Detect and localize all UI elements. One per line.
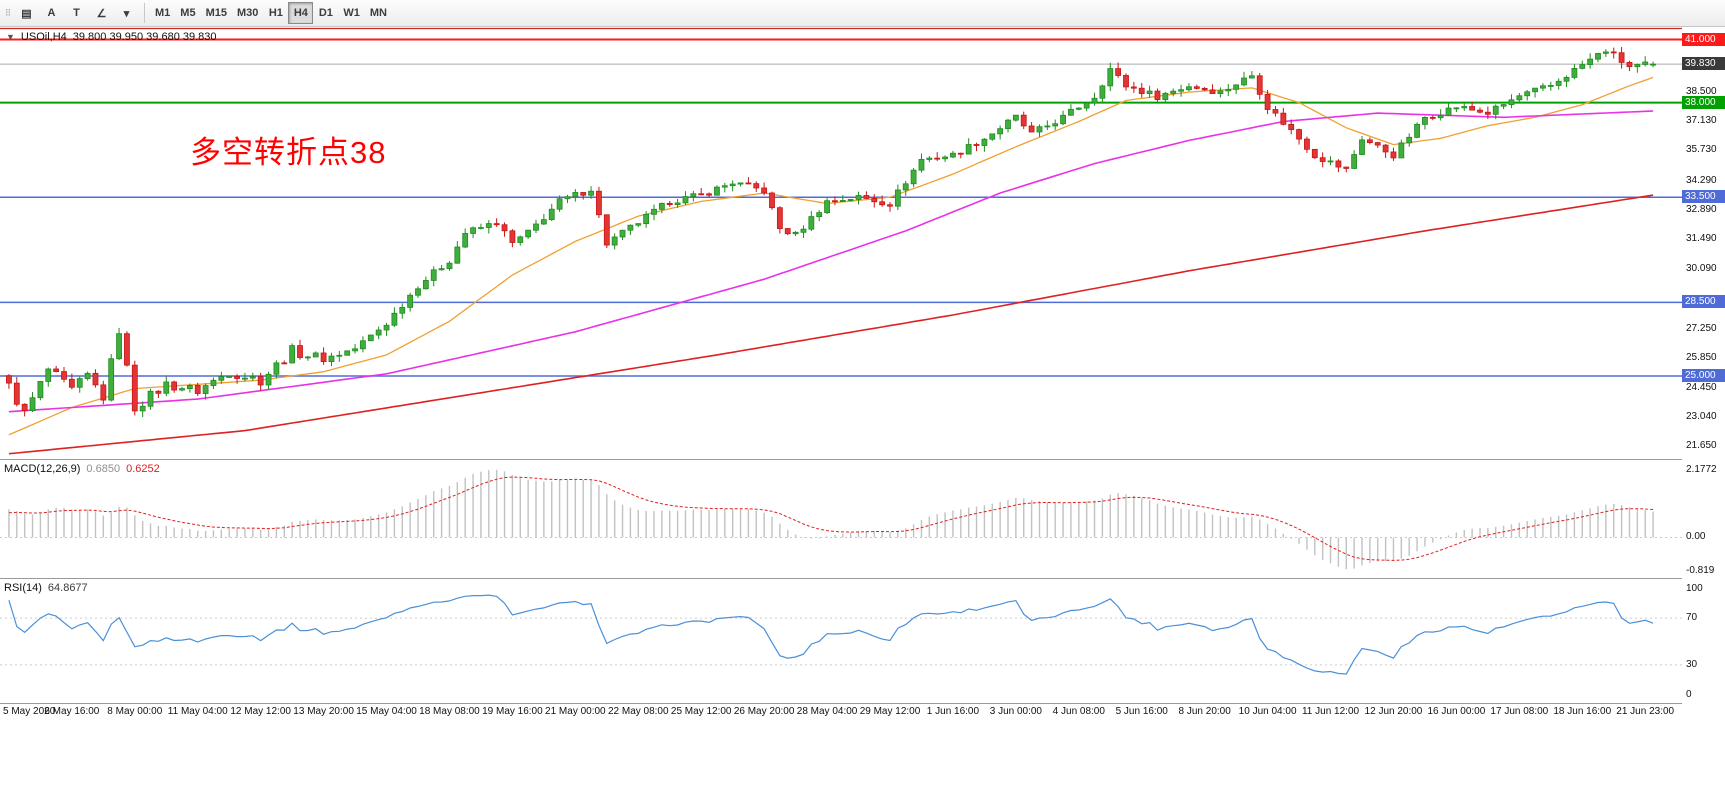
time-axis-label: 5 May 2020 (3, 706, 56, 717)
price-axis-label: 38.500 (1686, 86, 1717, 98)
price-axis-tag: 39.830 (1682, 57, 1725, 71)
price-axis-tag: 33.500 (1682, 190, 1725, 204)
toolbar-grip[interactable]: ⠿ (4, 7, 12, 18)
time-axis-label: 1 Jun 16:00 (926, 706, 980, 717)
time-axis-label: 11 May 04:00 (167, 706, 228, 717)
rsi-value: 64.8677 (47, 582, 88, 594)
time-axis-label: 16 Jun 00:00 (1427, 706, 1486, 717)
time-axis-label: 15 May 04:00 (356, 706, 417, 717)
toolbar: ⠿ ▤ A T ∠ ▾ M1 M5 M15 M30 H1 H4 D1 W1 MN (0, 0, 1725, 27)
price-axis-label: 32.890 (1686, 204, 1717, 216)
price-axis-tag: 25.000 (1682, 368, 1725, 382)
chart-text-annotation: 多空转折点38 (190, 135, 387, 170)
price-axis-label: 25.850 (1686, 352, 1717, 364)
text-tool-button[interactable]: T (64, 2, 89, 24)
time-axis-label: 17 Jun 08:00 (1490, 706, 1549, 717)
time-axis-label: 22 May 08:00 (607, 706, 669, 717)
symbol-label: USOil,H4 (20, 31, 67, 43)
time-axis-label: 26 May 20:00 (733, 706, 795, 717)
time-axis-label: 4 Jun 08:00 (1052, 706, 1105, 717)
timeframe-h1-button[interactable]: H1 (263, 2, 288, 24)
price-axis-label: 37.130 (1686, 114, 1717, 126)
rsi-indicator-label: RSI(14) 64.8677 (4, 582, 88, 594)
time-axis-label: 11 Jun 12:00 (1301, 706, 1360, 717)
time-axis-label: 28 May 04:00 (796, 706, 858, 717)
time-axis[interactable]: 5 May 2020 6 May 16:00 8 May 00:00 11 May 0… (0, 706, 1725, 722)
price-axis-label: 30.090 (1686, 262, 1717, 274)
price-axis[interactable]: 38.500 37.130 35.730 34.290 32.890 31.490 30.0… (1682, 27, 1725, 727)
cursor-tool-button[interactable]: A (39, 2, 64, 24)
time-axis-label: 29 May 12:00 (859, 706, 921, 717)
timeframe-mn-button[interactable]: MN (365, 2, 392, 24)
macd-signal-value: 0.6252 (126, 463, 160, 475)
time-axis-label: 8 May 00:00 (107, 706, 163, 717)
price-axis-label: 24.450 (1686, 381, 1717, 393)
shapes-tool-button[interactable]: ∠ (89, 2, 114, 24)
time-axis-label: 5 Jun 16:00 (1115, 706, 1168, 717)
symbol-info: ▼ USOil,H4 39.800 39.950 39.680 39.830 (6, 31, 217, 43)
price-axis-label: 35.730 (1686, 144, 1717, 156)
time-axis-label: 6 May 16:00 (44, 706, 100, 717)
macd-main-value: 0.6850 (86, 463, 121, 475)
price-axis-label: 0.00 (1686, 531, 1706, 543)
macd-name: MACD(12,26,9) (4, 463, 81, 475)
price-axis-label: 0 (1686, 689, 1692, 700)
time-axis-label: 13 May 20:00 (293, 706, 354, 717)
timeframe-d1-button[interactable]: D1 (313, 2, 338, 24)
price-axis-label: 23.040 (1686, 411, 1717, 423)
price-axis-tag: 28.500 (1682, 295, 1725, 309)
toolbar-separator (144, 3, 145, 23)
time-axis-label: 25 May 12:00 (670, 706, 732, 717)
timeframe-m15-button[interactable]: M15 (201, 2, 232, 24)
price-axis-label: 100 (1686, 583, 1703, 594)
price-axis-label: 27.250 (1686, 322, 1717, 334)
time-axis-label: 10 Jun 04:00 (1238, 706, 1297, 717)
timeframe-m1-button[interactable]: M1 (150, 2, 175, 24)
time-axis-label: 18 May 08:00 (419, 706, 480, 717)
macd-indicator-label: MACD(12,26,9) 0.6850 0.6252 (4, 463, 160, 475)
price-axis-label: 2.1772 (1686, 464, 1717, 475)
time-axis-label: 3 Jun 00:00 (989, 706, 1042, 717)
ohlc-values: 39.800 39.950 39.680 39.830 (72, 31, 217, 43)
time-axis-label: 12 May 12:00 (230, 706, 291, 717)
time-axis-label: 12 Jun 20:00 (1364, 706, 1423, 717)
quick-trade-arrow-icon[interactable]: ▼ (6, 32, 15, 42)
time-axis-label: 21 Jun 23:00 (1616, 706, 1675, 717)
window-tile-icon[interactable]: ▤ (14, 2, 39, 24)
price-axis-label: 34.290 (1686, 174, 1717, 186)
timeframe-h4-button[interactable]: H4 (288, 2, 314, 24)
time-axis-label: 19 May 16:00 (482, 706, 543, 717)
timeframe-w1-button[interactable]: W1 (338, 2, 365, 24)
price-axis-label: 31.490 (1686, 233, 1717, 245)
tools-dropdown-icon[interactable]: ▾ (114, 2, 139, 24)
time-axis-label: 21 May 00:00 (545, 706, 606, 717)
timeframe-m30-button[interactable]: M30 (232, 2, 263, 24)
chart-canvas[interactable] (0, 0, 1725, 740)
time-axis-label: 8 Jun 20:00 (1178, 706, 1231, 717)
price-axis-label: 70 (1686, 612, 1698, 624)
price-axis-tag: 38.000 (1682, 95, 1725, 109)
price-axis-tag: 41.000 (1682, 32, 1725, 46)
time-axis-label: 18 Jun 16:00 (1553, 706, 1612, 717)
rsi-name: RSI(14) (4, 582, 42, 594)
price-axis-label: -0.819 (1686, 565, 1715, 576)
price-axis-label: 21.650 (1686, 440, 1717, 452)
price-axis-label: 30 (1686, 658, 1698, 670)
timeframe-m5-button[interactable]: M5 (175, 2, 200, 24)
